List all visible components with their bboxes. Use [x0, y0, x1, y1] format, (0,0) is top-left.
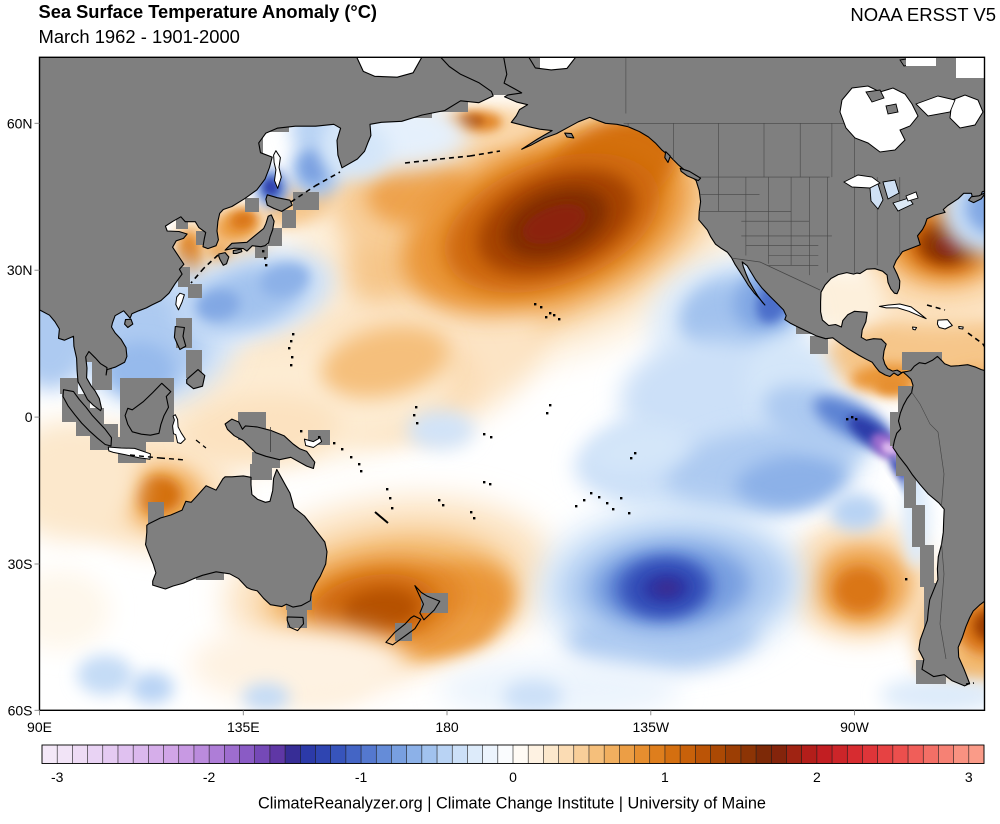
svg-text:-2: -2	[203, 769, 216, 785]
svg-text:180: 180	[435, 719, 459, 735]
svg-text:2: 2	[813, 769, 821, 785]
svg-text:90E: 90E	[27, 719, 52, 735]
svg-text:March 1962 - 1901-2000: March 1962 - 1901-2000	[39, 26, 240, 47]
svg-text:30S: 30S	[8, 556, 33, 572]
svg-text:-3: -3	[51, 769, 64, 785]
svg-text:3: 3	[965, 769, 973, 785]
svg-text:90W: 90W	[840, 719, 870, 735]
svg-text:135E: 135E	[227, 719, 260, 735]
svg-text:0: 0	[25, 409, 33, 425]
svg-text:-1: -1	[355, 769, 368, 785]
svg-text:0: 0	[509, 769, 517, 785]
svg-text:60S: 60S	[8, 702, 33, 718]
svg-text:30N: 30N	[7, 262, 33, 278]
svg-text:ClimateReanalyzer.org | Climat: ClimateReanalyzer.org | Climate Change I…	[258, 795, 766, 813]
svg-text:1: 1	[661, 769, 669, 785]
svg-text:135W: 135W	[633, 719, 670, 735]
svg-text:NOAA ERSST V5: NOAA ERSST V5	[850, 4, 996, 25]
svg-text:Sea Surface Temperature Anomal: Sea Surface Temperature Anomaly (°C)	[39, 1, 378, 22]
svg-text:60N: 60N	[7, 115, 33, 131]
